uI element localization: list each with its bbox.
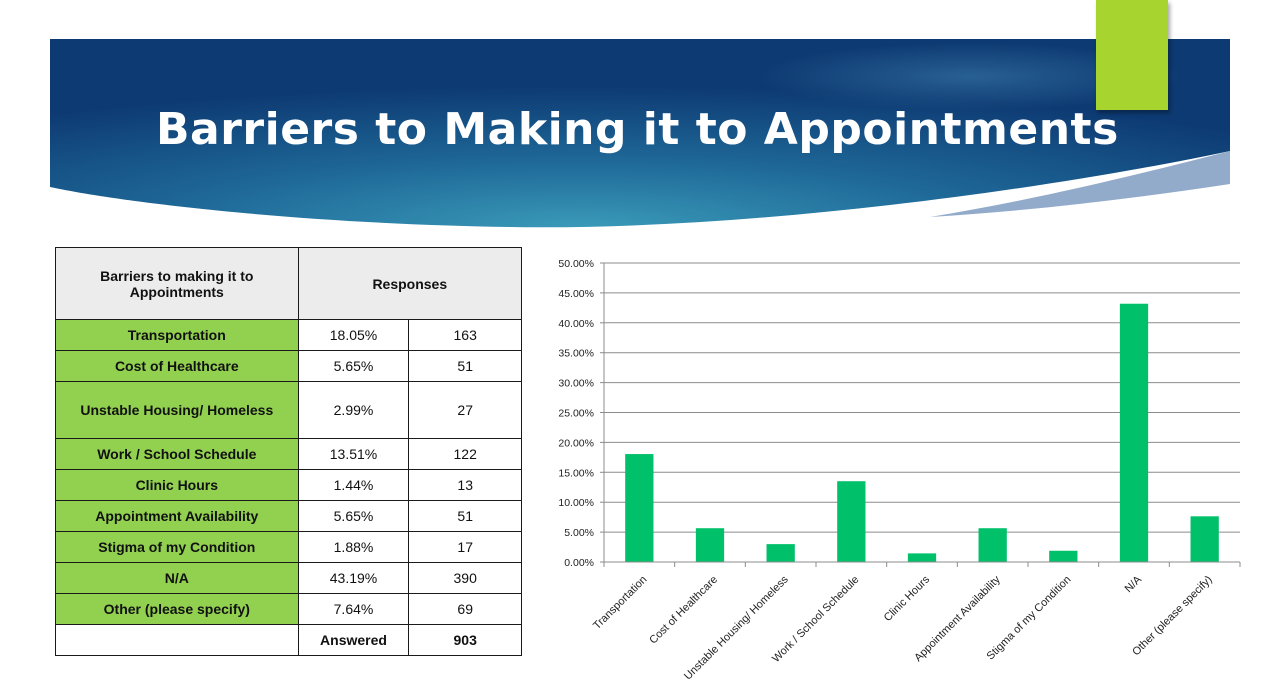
y-tick-label: 20.00% [558, 437, 594, 449]
table-row: Other (please specify) 7.64% 69 [55, 593, 522, 625]
row-percent: 13.51% [297, 438, 410, 470]
title-banner [50, 39, 1230, 229]
row-label: Other (please specify) [55, 593, 299, 625]
accent-rectangle [1096, 0, 1168, 110]
bar [1049, 550, 1078, 562]
slide-title: Barriers to Making it to Appointments [156, 104, 1119, 155]
row-count: 390 [408, 562, 522, 594]
table-total-row: Answered 903 [55, 624, 522, 656]
answered-value: 903 [408, 624, 522, 656]
table-row: Unstable Housing/ Homeless 2.99% 27 [55, 381, 522, 439]
y-tick-label: 45.00% [558, 288, 594, 300]
row-label: Transportation [55, 319, 299, 351]
x-tick-label: Other (please specify) [1130, 574, 1215, 659]
table-row: Stigma of my Condition 1.88% 17 [55, 531, 522, 563]
x-tick-label: Transportation [591, 574, 649, 632]
row-label: Cost of Healthcare [55, 350, 299, 382]
x-tick-label: Clinic Hours [882, 573, 933, 624]
row-count: 17 [408, 531, 522, 563]
bar [837, 481, 866, 562]
row-percent: 1.88% [297, 531, 410, 563]
row-label: Unstable Housing/ Homeless [55, 381, 299, 439]
y-tick-label: 10.00% [558, 497, 594, 509]
row-count: 163 [408, 319, 522, 351]
row-label: Work / School Schedule [55, 438, 299, 470]
x-tick-label: Cost of Healthcare [647, 574, 720, 647]
row-count: 122 [408, 438, 522, 470]
row-label: N/A [55, 562, 299, 594]
bar [766, 544, 795, 562]
table-row: Cost of Healthcare 5.65% 51 [55, 350, 522, 382]
header-category: Barriers to making it to Appointments [55, 247, 299, 320]
header-responses: Responses [297, 247, 523, 320]
table-row: Clinic Hours 1.44% 13 [55, 469, 522, 501]
bar [1119, 303, 1149, 562]
row-percent: 2.99% [297, 381, 410, 439]
y-tick-label: 50.00% [558, 258, 594, 270]
y-tick-label: 35.00% [558, 348, 594, 360]
x-tick-label: N/A [1123, 573, 1145, 595]
table-header-row: Barriers to making it to Appointments Re… [55, 247, 523, 320]
y-tick-label: 25.00% [558, 408, 594, 420]
row-count: 51 [408, 500, 522, 532]
y-tick-label: 40.00% [558, 318, 594, 330]
bar [1190, 516, 1219, 562]
bar [978, 528, 1007, 562]
row-count: 27 [408, 381, 522, 439]
bar [907, 553, 937, 562]
table-row: N/A 43.19% 390 [55, 562, 522, 594]
table-row: Appointment Availability 5.65% 51 [55, 500, 522, 532]
table-row: Transportation 18.05% 163 [55, 319, 522, 351]
y-tick-label: 5.00% [564, 527, 594, 539]
table-row: Work / School Schedule 13.51% 122 [55, 438, 522, 470]
row-count: 69 [408, 593, 522, 625]
row-percent: 5.65% [297, 500, 410, 532]
bar [695, 528, 725, 562]
answered-label: Answered [297, 624, 410, 656]
empty-cell [55, 624, 299, 656]
row-percent: 7.64% [297, 593, 410, 625]
row-percent: 18.05% [297, 319, 410, 351]
row-percent: 43.19% [297, 562, 410, 594]
y-tick-label: 15.00% [558, 467, 594, 479]
row-label: Stigma of my Condition [55, 531, 299, 563]
row-percent: 1.44% [297, 469, 410, 501]
y-tick-label: 30.00% [558, 378, 594, 390]
barriers-table: Barriers to making it to Appointments Re… [55, 247, 523, 656]
row-label: Clinic Hours [55, 469, 299, 501]
bar-chart: 0.00% 5.00% 10.00% 15.00% 20.00% 25.00% 30.00%… [558, 258, 1241, 682]
bar [625, 454, 654, 562]
row-percent: 5.65% [297, 350, 410, 382]
row-count: 51 [408, 350, 522, 382]
row-count: 13 [408, 469, 522, 501]
row-label: Appointment Availability [55, 500, 299, 532]
y-tick-label: 0.00% [564, 557, 594, 569]
